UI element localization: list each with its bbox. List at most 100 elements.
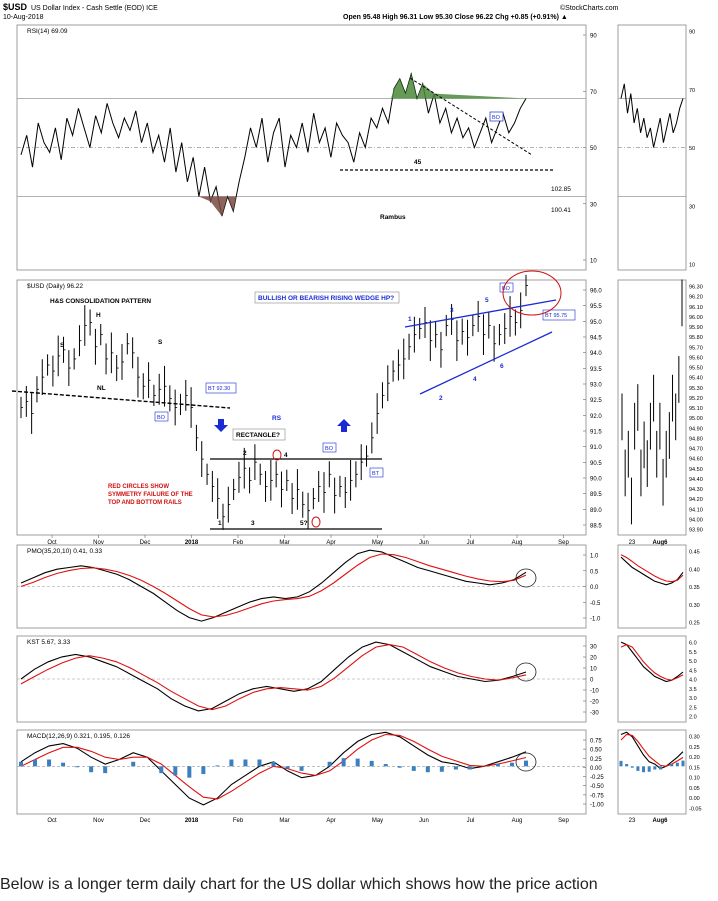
macd-hist-bar (355, 758, 360, 767)
zoom-macd-hist-bar (670, 764, 674, 767)
month-label: Aug (512, 818, 523, 824)
y-tick-label: 95.5 (590, 304, 602, 310)
zoom-y-tick-label: 95.20 (689, 396, 703, 402)
label-ls: S (60, 342, 65, 349)
zoom-y-tick-label: 0.40 (689, 567, 700, 573)
arrow-up-icon (337, 419, 351, 432)
header-name: US Dollar Index - Cash Settle (EOD) ICE (31, 5, 158, 12)
neckline (11, 390, 231, 409)
zoom-y-tick-label: 2.5 (689, 705, 697, 711)
macd-hist-bar (271, 761, 276, 767)
end-circle-pmo (515, 568, 537, 588)
rsi-label-45: 45 (414, 159, 422, 166)
zoom-macd-signal-line (620, 733, 684, 767)
zoom-y-tick-label: 95.90 (689, 325, 703, 331)
rsi-label-rambus: Rambus (380, 214, 406, 221)
month-label: Apr (326, 540, 335, 546)
y-tick-label: -30 (590, 711, 599, 717)
zoom-y-tick-label: 0.20 (689, 755, 700, 761)
wedge-point-5: 5 (485, 297, 489, 304)
zoom-frame-macd (617, 729, 687, 815)
y-tick-label: 91.5 (590, 430, 602, 436)
bo2-box (322, 442, 337, 453)
label-nl: NL (97, 385, 106, 392)
rsi-label-100: 100.41 (551, 207, 571, 214)
y-tick-label: 70 (590, 90, 597, 96)
zoom-y-tick-label: -0.05 (689, 807, 702, 813)
y-tick-label: 90.5 (590, 461, 602, 467)
panel-frame-macd (16, 729, 587, 815)
zoom-y-tick-label: 94.40 (689, 477, 703, 483)
macd-hist-bar (341, 758, 346, 767)
month-label: Oct (47, 818, 57, 824)
zoom-y-tick-label: 95.80 (689, 335, 703, 341)
zoom-y-tick-label: 95.70 (689, 345, 703, 351)
end-circle-kst (515, 662, 537, 682)
zoom-y-tick-label: 95.60 (689, 355, 703, 361)
zoom-y-tick-label: 6.0 (689, 641, 697, 647)
bt-box (369, 467, 384, 478)
macd-hist-bar (187, 766, 192, 778)
y-tick-label: 0.5 (590, 569, 599, 575)
macd-hist-bar (299, 766, 304, 771)
red-note-line: RED CIRCLES SHOW (108, 484, 169, 490)
macd-hist-bar (47, 759, 52, 767)
y-tick-label: 0.00 (590, 766, 602, 772)
zoom-y-tick-label: 0.05 (689, 786, 700, 792)
rect-point-2: 2 (243, 450, 247, 457)
rsi-line (20, 72, 527, 217)
kst-kst-line (20, 641, 527, 712)
zoom-frame-price (617, 279, 687, 536)
macd-hist-bar (369, 760, 374, 767)
wedge-point-1: 1 (408, 316, 412, 323)
zoom-macd-hist-bar (681, 760, 685, 767)
rect-point-3: 3 (251, 520, 255, 527)
month-label: 2018 (185, 818, 199, 824)
zoom-rsi-line (620, 83, 684, 148)
y-tick-label: 0.50 (590, 748, 602, 754)
y-tick-label: 0.25 (590, 757, 602, 763)
y-tick-label: 89.5 (590, 492, 602, 498)
zoom-y-tick-label: 0.25 (689, 745, 700, 751)
zoom-y-tick-label: 70 (689, 88, 695, 94)
rectangle-label: RECTANGLE? (236, 432, 280, 439)
zoom-y-tick-label: 0.00 (689, 796, 700, 802)
zoom-macd-hist-bar (625, 764, 629, 767)
zoom-macd-hist-bar (642, 766, 646, 773)
header-date: 10-Aug-2018 (3, 14, 44, 21)
panel-frame-price (16, 279, 587, 536)
wedge-label-box (254, 291, 400, 304)
zoom-y-tick-label: 3.5 (689, 687, 697, 693)
month-label: Sep (558, 818, 569, 824)
rsi-bo-label: BO (492, 115, 501, 121)
red-circle-wedge (502, 270, 562, 316)
article-caption: Below is a longer term daily chart for t… (0, 876, 598, 893)
macd-hist-bar (159, 766, 164, 774)
y-tick-label: 10 (590, 259, 597, 265)
bt1-label: BT 92.30 (208, 386, 230, 392)
zoom-frame-pmo (617, 544, 687, 629)
zoom-y-tick-label: 10 (689, 263, 695, 269)
month-label: Mar (279, 818, 289, 824)
y-tick-label: 89.0 (590, 508, 602, 514)
rect-point-1: 1 (218, 520, 222, 527)
month-label: Dec (140, 818, 151, 824)
month-label: Aug (512, 540, 523, 546)
zoom-y-tick-label: 94.50 (689, 467, 703, 473)
month-label: 2018 (185, 540, 199, 546)
y-tick-label: -0.50 (590, 784, 604, 790)
y-tick-label: 96.0 (590, 289, 602, 295)
y-tick-label: 88.5 (590, 524, 602, 530)
zoom-y-tick-label: 5.0 (689, 659, 697, 665)
zoom-y-tick-label: 95.30 (689, 386, 703, 392)
rsi-oversold-fill (195, 196, 237, 217)
zoom-y-tick-label: 96.30 (689, 285, 703, 291)
macd-hist-bar (524, 760, 528, 767)
zoom-y-tick-label: 94.90 (689, 426, 703, 432)
zoom-month-label: Aug6 (653, 818, 669, 824)
macd-hist-bar (257, 759, 262, 767)
zoom-macd-macd-line (620, 731, 684, 770)
zoom-y-tick-label: 0.15 (689, 765, 700, 771)
zoom-y-tick-label: 96.00 (689, 315, 703, 321)
stock-chart: $USD US Dollar Index - Cash Settle (EOD)… (3, 2, 703, 824)
